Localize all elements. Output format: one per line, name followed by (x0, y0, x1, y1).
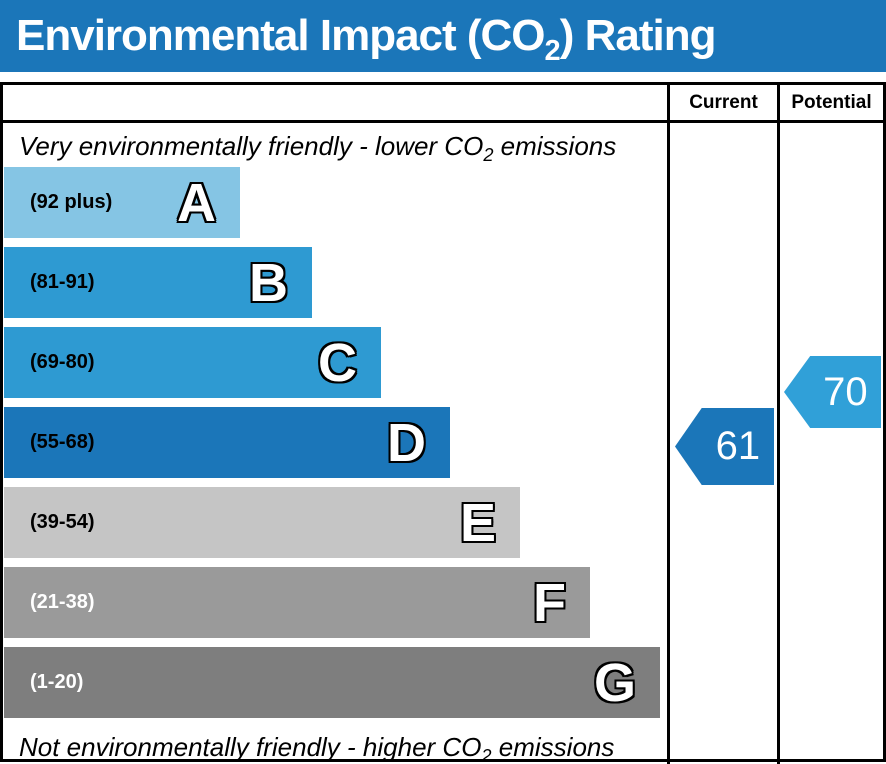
current-column-header: Current (667, 85, 777, 123)
current-rating-value: 61 (715, 424, 761, 468)
bottom-note-text: Not environmentally friendly - higher CO (19, 732, 482, 762)
band-row-c: (69-80) C (4, 327, 381, 398)
potential-column: 70 (777, 123, 883, 764)
band-f-letter: F (533, 572, 566, 633)
potential-rating-arrow: 70 (784, 356, 881, 428)
top-note-subscript: 2 (483, 145, 494, 166)
band-row-b: (81-91) B (4, 247, 312, 318)
bands-column: Very environmentally friendly - lower CO… (3, 123, 667, 764)
potential-rating-value: 70 (823, 369, 868, 414)
band-e-range-label: (39-54) (30, 511, 95, 533)
band-c-letter: C (318, 332, 357, 393)
band-b-letter: B (249, 252, 288, 313)
band-list: (92 plus) A (81-91) B (69-80) C (55-68) … (4, 167, 667, 718)
band-d-range-label: (55-68) (30, 431, 95, 453)
chart-title: Environmental Impact (CO2) Rating (16, 0, 717, 72)
top-note-suffix: emissions (493, 131, 617, 161)
bottom-note: Not environmentally friendly - higher CO… (3, 727, 667, 764)
bottom-note-subscript: 2 (481, 746, 492, 764)
chart-title-bar: Environmental Impact (CO2) Rating (0, 0, 886, 72)
top-note: Very environmentally friendly - lower CO… (3, 123, 667, 167)
band-d-letter: D (387, 412, 426, 473)
band-c-range-label: (69-80) (30, 351, 95, 373)
band-e-letter: E (459, 492, 496, 553)
band-row-f: (21-38) F (4, 567, 590, 638)
band-g-range-label: (1-20) (30, 671, 84, 693)
band-a-range-label: (92 plus) (30, 191, 113, 213)
band-a-letter: A (177, 172, 216, 233)
chart-title-subscript: 2 (544, 34, 561, 67)
band-row-a: (92 plus) A (4, 167, 240, 238)
band-g-letter: G (593, 652, 636, 713)
band-row-d: (55-68) D (4, 407, 450, 478)
chart-title-text: Environmental Impact (CO (16, 11, 546, 60)
band-b-range-label: (81-91) (30, 271, 95, 293)
rating-table: Current Potential Very environmentally f… (0, 82, 886, 764)
top-note-text: Very environmentally friendly - lower CO (19, 131, 484, 161)
band-row-g: (1-20) G (4, 647, 660, 718)
header-spacer-cell (3, 85, 667, 123)
chart-title-suffix: ) Rating (559, 11, 717, 60)
current-rating-arrow: 61 (675, 408, 774, 485)
potential-column-header: Potential (777, 85, 883, 123)
band-f-range-label: (21-38) (30, 591, 95, 613)
bottom-note-suffix: emissions (491, 732, 615, 762)
current-column: 61 (667, 123, 777, 764)
band-row-e: (39-54) E (4, 487, 520, 558)
